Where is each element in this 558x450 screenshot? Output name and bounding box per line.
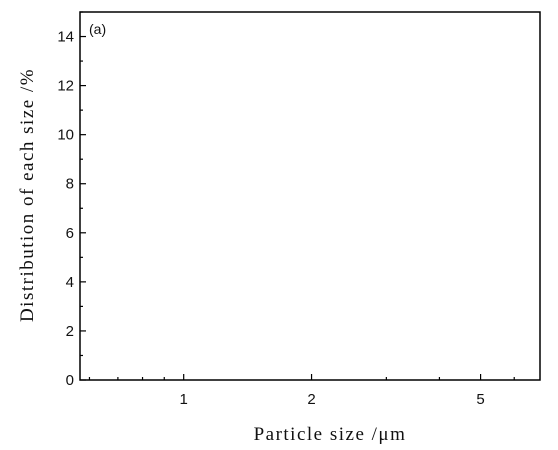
y-tick-label: 14 [57, 29, 74, 46]
plot-frame-border [79, 11, 541, 381]
x-tick-label: 2 [307, 391, 315, 408]
y-tick-label: 10 [57, 127, 74, 144]
x-tick-label: 1 [180, 391, 188, 408]
y-tick-label: 4 [66, 274, 74, 291]
y-tick-label: 2 [66, 323, 74, 340]
y-tick-label: 12 [57, 78, 74, 95]
x-axis-title: Particle size /μm [254, 424, 407, 445]
y-axis-title: Distribution of each size /% [17, 68, 38, 322]
plot-area [79, 11, 541, 381]
y-tick-label: 0 [66, 372, 74, 389]
x-axis-ticks: 1 2 5 [88, 374, 515, 408]
y-tick-label: 6 [66, 225, 74, 242]
x-tick-label: 5 [476, 391, 484, 408]
panel-label: (a) [89, 21, 106, 37]
y-tick-label: 8 [66, 176, 74, 193]
y-axis-ticks: 0 2 4 6 8 10 12 14 [57, 11, 86, 389]
